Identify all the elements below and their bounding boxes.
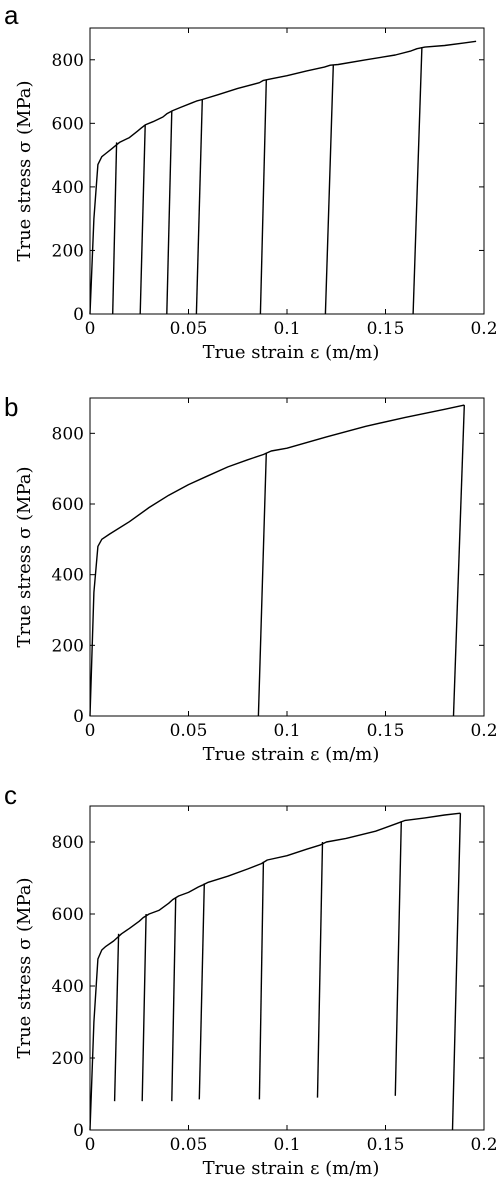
panel-letter: b [4,392,18,422]
chart-b-svg: b 0 0.05 0.1 0.15 0.2 0 200 400 600 800 True strain… [4,392,498,765]
panel-letter: a [4,0,19,30]
chart-panel-b: b 0 0.05 0.1 0.15 0.2 0 200 400 600 800 True strain… [0,392,504,784]
y-tick-label: 400 [52,566,84,586]
unloading-line-4 [259,80,267,315]
x-axis-label: True strain ε (m/m) [203,342,380,363]
x-tick-label: 0.1 [273,319,300,339]
x-tick-label: 0.1 [273,1135,300,1155]
unloading-line-5 [316,841,324,1098]
x-axis-label: True strain ε (m/m) [203,744,380,765]
y-tick-label: 600 [52,495,84,515]
y-tick-label: 600 [52,114,84,134]
unloading-line-2 [171,897,177,1102]
y-tick-label: 0 [73,305,84,325]
y-axis-label: True stress σ (MPa) [14,877,35,1058]
unloading-line-1 [139,124,146,315]
unloading-line-6 [412,47,423,315]
unloading-line-4 [258,861,265,1100]
x-tick-label: 0.15 [367,1135,405,1155]
series-line-0 [89,812,461,1131]
unloading-line-5 [324,65,334,315]
x-tick-label: 0 [85,1135,96,1155]
x-tick-label: 0.05 [170,319,208,339]
y-tick-label: 0 [73,1121,84,1141]
y-tick-label: 400 [52,977,84,997]
y-tick-label: 800 [52,833,84,853]
plot-frame [89,27,485,315]
plot-frame [89,397,485,717]
x-tick-label: 0 [85,721,96,741]
y-axis-label: True stress σ (MPa) [14,466,35,647]
y-tick-label: 800 [52,424,84,444]
unloading-line-3 [198,883,205,1100]
x-tick-label: 0.2 [470,319,497,339]
y-tick-label: 200 [52,241,84,261]
y-tick-label: 0 [73,707,84,727]
unloading-line-1 [452,405,465,717]
chart-c-svg: c 0 0.05 0.1 0.15 0.2 0 200 400 600 800 True strain… [4,784,498,1179]
x-axis-label: True strain ε (m/m) [203,1158,380,1179]
panel-letter: c [4,784,17,810]
x-tick-label: 0 [85,319,96,339]
chart-a-svg: a 0 0.05 0.1 0.15 0.2 0 200 400 600 800 True strain… [4,0,498,363]
chart-panel-c: c 0 0.05 0.1 0.15 0.2 0 200 400 600 800 True strain… [0,784,504,1179]
x-tick-label: 0.15 [367,319,405,339]
y-tick-label: 800 [52,51,84,71]
x-tick-label: 0.1 [273,721,300,741]
chart-panel-a: a 0 0.05 0.1 0.15 0.2 0 200 400 600 800 True strain… [0,0,504,392]
series-line-0 [89,404,465,717]
unloading-line-6 [394,821,402,1096]
y-tick-label: 200 [52,1049,84,1069]
plot-frame [89,805,485,1131]
unloading-line-0 [257,452,267,717]
x-tick-label: 0.2 [470,721,497,741]
unloading-line-3 [195,99,203,315]
x-tick-label: 0.2 [470,1135,497,1155]
unloading-line-1 [141,913,147,1102]
unloading-line-0 [112,142,118,315]
unloading-line-2 [166,110,173,315]
y-tick-label: 600 [52,905,84,925]
unloading-line-7 [451,813,462,1131]
x-tick-label: 0.15 [367,721,405,741]
x-tick-label: 0.05 [170,721,208,741]
unloading-line-0 [113,933,120,1102]
y-tick-label: 400 [52,178,84,198]
x-tick-label: 0.05 [170,1135,208,1155]
y-tick-label: 200 [52,636,84,656]
y-axis-label: True stress σ (MPa) [14,80,35,261]
